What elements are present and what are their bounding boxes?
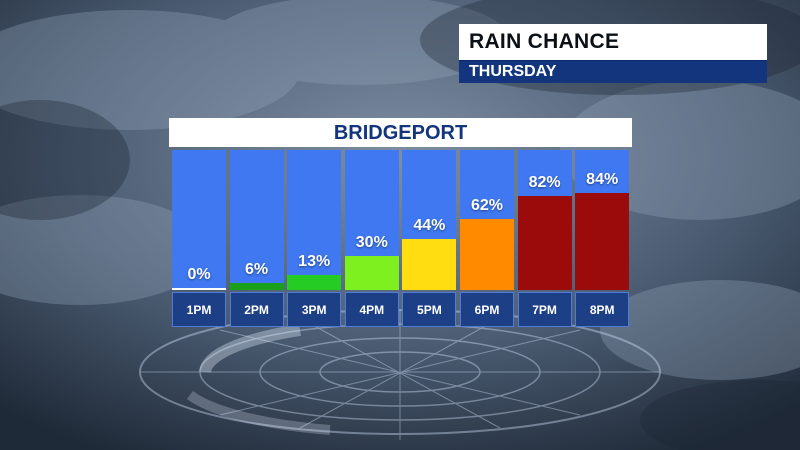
bar-2pm <box>229 283 284 290</box>
value-label-3pm: 13% <box>298 253 331 271</box>
time-label-8pm: 8PM <box>575 292 630 327</box>
bar-8pm <box>575 193 630 290</box>
rain-chance-chart: 0% 1PM 6% 2PM 13% 3PM 30% 4PM 44% 5PM 62% 6PM 82% 7PM… <box>169 147 632 330</box>
value-label-7pm: 82% <box>528 173 561 191</box>
bar-7pm <box>517 195 572 290</box>
bar-column-2pm <box>229 150 284 290</box>
radar-graphic <box>139 309 661 440</box>
time-label-1pm: 1PM <box>172 292 226 327</box>
bar-1pm <box>172 288 226 290</box>
title-box: RAIN CHANCE THURSDAY <box>459 24 767 83</box>
time-label-5pm: 5PM <box>402 292 457 327</box>
bar-4pm <box>344 255 399 290</box>
time-label-6pm: 6PM <box>460 292 514 327</box>
time-label-2pm: 2PM <box>229 292 284 327</box>
bar-3pm <box>287 275 342 290</box>
time-label-4pm: 4PM <box>344 292 399 327</box>
value-label-4pm: 30% <box>355 233 388 251</box>
location-header: BRIDGEPORT <box>169 118 632 147</box>
value-label-1pm: 0% <box>187 266 211 283</box>
graphic-day: THURSDAY <box>459 60 767 83</box>
value-label-6pm: 62% <box>470 196 504 214</box>
graphic-title: RAIN CHANCE <box>459 24 767 60</box>
value-label-8pm: 84% <box>586 171 619 189</box>
time-label-3pm: 3PM <box>287 292 342 327</box>
value-label-5pm: 44% <box>413 217 446 235</box>
time-label-7pm: 7PM <box>517 292 572 327</box>
bar-6pm <box>460 218 514 290</box>
bar-column-1pm <box>172 150 226 290</box>
bar-column-3pm <box>287 150 342 290</box>
value-label-2pm: 6% <box>245 261 269 279</box>
bar-5pm <box>402 239 457 290</box>
